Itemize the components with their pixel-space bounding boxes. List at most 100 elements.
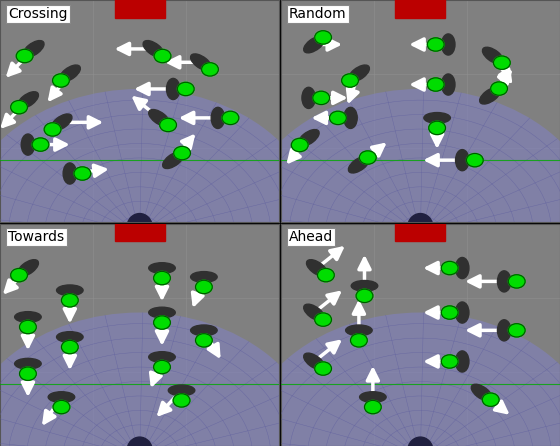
- Ellipse shape: [190, 54, 212, 70]
- Circle shape: [74, 167, 91, 180]
- Bar: [395, 219, 446, 241]
- Ellipse shape: [190, 272, 217, 282]
- Ellipse shape: [483, 47, 503, 64]
- Circle shape: [427, 78, 444, 91]
- Ellipse shape: [166, 78, 180, 99]
- Circle shape: [53, 401, 70, 414]
- Circle shape: [195, 334, 212, 347]
- Circle shape: [441, 306, 458, 319]
- Ellipse shape: [168, 385, 195, 396]
- Ellipse shape: [306, 260, 328, 277]
- Circle shape: [493, 56, 510, 70]
- Ellipse shape: [211, 107, 225, 128]
- Circle shape: [508, 275, 525, 288]
- Circle shape: [11, 100, 27, 114]
- Wedge shape: [0, 89, 321, 234]
- Bar: [114, 219, 165, 241]
- Ellipse shape: [442, 34, 455, 55]
- Ellipse shape: [304, 304, 325, 321]
- Circle shape: [153, 316, 170, 329]
- Text: Ahead: Ahead: [289, 230, 333, 244]
- Circle shape: [466, 153, 483, 167]
- Ellipse shape: [408, 214, 433, 240]
- Ellipse shape: [57, 285, 83, 296]
- Ellipse shape: [348, 65, 370, 82]
- Circle shape: [441, 261, 458, 275]
- Circle shape: [365, 401, 381, 414]
- Ellipse shape: [304, 36, 325, 53]
- Ellipse shape: [344, 107, 357, 128]
- Circle shape: [174, 146, 190, 160]
- Circle shape: [178, 83, 194, 95]
- Ellipse shape: [51, 114, 72, 131]
- Ellipse shape: [48, 392, 74, 402]
- Wedge shape: [239, 89, 560, 234]
- Circle shape: [16, 50, 33, 63]
- Ellipse shape: [143, 41, 164, 57]
- Ellipse shape: [23, 41, 44, 57]
- Ellipse shape: [351, 281, 378, 291]
- Ellipse shape: [497, 271, 511, 292]
- Ellipse shape: [455, 302, 469, 323]
- Circle shape: [315, 362, 332, 375]
- Ellipse shape: [455, 351, 469, 372]
- Circle shape: [160, 118, 176, 132]
- Ellipse shape: [360, 392, 386, 402]
- Ellipse shape: [149, 307, 175, 318]
- Ellipse shape: [472, 384, 492, 401]
- Ellipse shape: [17, 260, 39, 277]
- Text: Crossing: Crossing: [8, 7, 68, 21]
- Ellipse shape: [63, 163, 77, 184]
- Ellipse shape: [304, 353, 325, 370]
- Circle shape: [202, 63, 218, 76]
- Circle shape: [429, 121, 446, 135]
- Circle shape: [195, 280, 212, 293]
- Circle shape: [482, 393, 499, 406]
- Ellipse shape: [424, 112, 450, 123]
- Circle shape: [508, 324, 525, 337]
- Circle shape: [53, 74, 69, 87]
- Ellipse shape: [408, 437, 433, 446]
- Ellipse shape: [59, 65, 80, 82]
- Ellipse shape: [127, 437, 152, 446]
- Ellipse shape: [480, 87, 501, 104]
- Ellipse shape: [348, 156, 370, 173]
- Ellipse shape: [455, 257, 469, 279]
- Circle shape: [62, 340, 78, 354]
- Circle shape: [222, 111, 239, 124]
- Ellipse shape: [15, 358, 41, 369]
- Circle shape: [441, 355, 458, 368]
- Circle shape: [291, 138, 308, 152]
- Circle shape: [315, 313, 332, 326]
- Ellipse shape: [127, 214, 152, 240]
- Ellipse shape: [15, 312, 41, 322]
- Ellipse shape: [298, 129, 319, 146]
- Ellipse shape: [346, 325, 372, 336]
- Circle shape: [330, 111, 346, 124]
- Circle shape: [173, 394, 190, 407]
- Circle shape: [44, 123, 61, 136]
- Ellipse shape: [149, 263, 175, 273]
- Circle shape: [20, 367, 36, 380]
- Ellipse shape: [162, 152, 184, 169]
- Ellipse shape: [442, 74, 455, 95]
- Bar: [114, 0, 165, 18]
- Text: Towards: Towards: [8, 230, 64, 244]
- Circle shape: [153, 271, 170, 285]
- Circle shape: [32, 138, 49, 151]
- Ellipse shape: [149, 352, 175, 362]
- Circle shape: [153, 360, 170, 374]
- Circle shape: [20, 320, 36, 334]
- Circle shape: [491, 82, 507, 95]
- Wedge shape: [0, 313, 321, 446]
- Circle shape: [315, 31, 332, 44]
- Ellipse shape: [497, 320, 511, 341]
- Circle shape: [318, 268, 334, 282]
- Circle shape: [342, 74, 358, 87]
- Circle shape: [313, 91, 330, 104]
- Circle shape: [62, 293, 78, 307]
- Circle shape: [351, 334, 367, 347]
- Wedge shape: [239, 313, 560, 446]
- Ellipse shape: [57, 332, 83, 343]
- Circle shape: [360, 151, 376, 164]
